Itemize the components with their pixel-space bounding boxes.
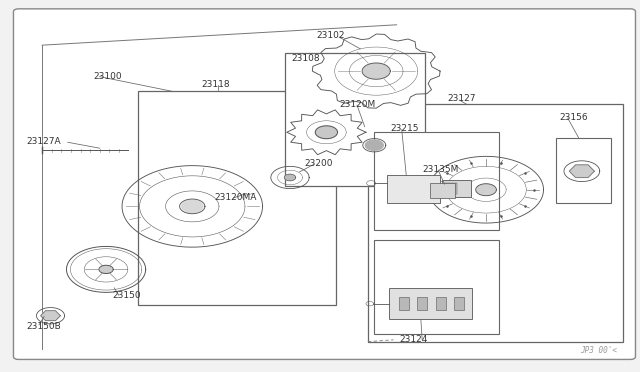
Polygon shape <box>100 266 111 273</box>
Text: 23120M: 23120M <box>339 100 376 109</box>
Text: 23120MA: 23120MA <box>214 193 257 202</box>
Polygon shape <box>41 311 60 321</box>
Polygon shape <box>364 64 389 78</box>
Bar <box>374 240 499 334</box>
Bar <box>444 183 456 194</box>
Polygon shape <box>316 126 337 139</box>
Bar <box>374 132 499 231</box>
Bar <box>368 105 623 341</box>
Text: 23127A: 23127A <box>26 137 61 146</box>
Text: 23156: 23156 <box>559 113 588 122</box>
Text: 23118: 23118 <box>202 80 230 89</box>
Bar <box>285 52 426 186</box>
Text: 23200: 23200 <box>304 159 333 168</box>
Bar <box>442 180 471 197</box>
Text: 23215: 23215 <box>390 124 419 133</box>
Text: 23150B: 23150B <box>26 322 61 331</box>
Bar <box>417 297 427 310</box>
Text: 23100: 23100 <box>93 72 122 81</box>
Text: 23124: 23124 <box>400 335 428 344</box>
Text: 23102: 23102 <box>317 31 346 41</box>
Polygon shape <box>182 200 203 212</box>
Text: 23135M: 23135M <box>422 165 458 174</box>
Text: 23150: 23150 <box>113 291 141 300</box>
Polygon shape <box>365 140 383 150</box>
Text: 23108: 23108 <box>291 54 320 62</box>
Polygon shape <box>477 185 495 195</box>
Bar <box>138 92 336 305</box>
FancyBboxPatch shape <box>13 9 636 359</box>
Bar <box>387 175 440 203</box>
Bar <box>436 297 445 310</box>
Text: JP3 00'<: JP3 00'< <box>580 346 617 355</box>
Bar <box>399 297 409 310</box>
Polygon shape <box>285 174 295 180</box>
Bar <box>389 288 472 320</box>
Bar <box>454 297 464 310</box>
Bar <box>556 138 611 203</box>
Bar <box>430 183 456 198</box>
Text: 23127: 23127 <box>448 94 476 103</box>
Polygon shape <box>570 165 595 177</box>
